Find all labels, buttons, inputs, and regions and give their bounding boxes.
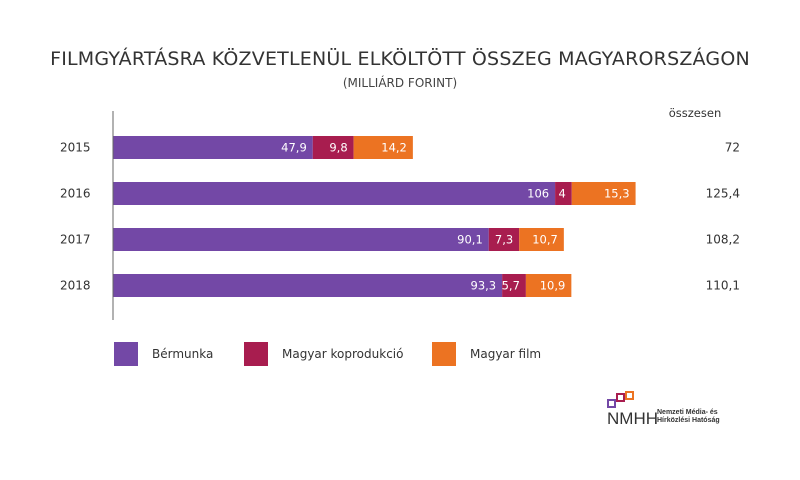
data-label-magyar-film-2017: 10,7 <box>532 233 558 247</box>
bar-magyar-film-2018 <box>525 274 572 297</box>
bar-koprodukcio-2018 <box>502 274 526 297</box>
total-column-header: összesen <box>669 106 722 120</box>
legend-label-bermunka: Bérmunka <box>152 347 214 361</box>
legend-swatch-koprodukcio <box>244 342 268 366</box>
data-label-bermunka-2015: 47,9 <box>281 141 307 155</box>
chart-title: FILMGYÁRTÁSRA KÖZVETLENÜL ELKÖLTÖTT ÖSSZ… <box>50 48 750 70</box>
category-label-2017: 2017 <box>60 233 91 247</box>
legend-item-bermunka: Bérmunka <box>114 342 213 366</box>
legend-item-koprodukcio: Magyar koprodukció <box>244 342 403 366</box>
nmhh-logo: NMHH Nemzeti Média- és Hírközlési Hatósá… <box>607 391 757 431</box>
legend-item-magyar-film: Magyar film <box>432 342 541 366</box>
chart-subtitle: (MILLIÁRD FORINT) <box>342 76 458 90</box>
bar-koprodukcio-2017 <box>488 228 520 251</box>
legend-swatch-magyar-film <box>432 342 456 366</box>
total-label-2016: 125,4 <box>706 187 740 201</box>
bar-bermunka-2018 <box>113 274 503 297</box>
legend-label-magyar-film: Magyar film <box>470 347 542 361</box>
legend: Bérmunka Magyar koprodukció Magyar film <box>0 342 800 368</box>
legend-swatch-bermunka <box>114 342 138 366</box>
data-label-magyar-film-2018: 10,9 <box>540 279 566 293</box>
bar-koprodukcio-2015 <box>312 136 354 159</box>
data-label-koprodukcio-2015: 9,8 <box>329 141 347 155</box>
data-label-bermunka-2018: 93,3 <box>471 279 497 293</box>
total-label-2018: 110,1 <box>706 279 740 293</box>
bar-magyar-film-2016 <box>571 182 636 205</box>
total-label-2017: 108,2 <box>706 233 740 247</box>
bar-bermunka-2015 <box>113 136 313 159</box>
nmhh-logo-text: Nemzeti Média- és Hírközlési Hatóság <box>657 409 720 425</box>
nmhh-logo-line2: Hírközlési Hatóság <box>657 417 720 424</box>
bar-magyar-film-2015 <box>353 136 413 159</box>
data-label-bermunka-2016: 106 <box>527 187 549 201</box>
data-label-koprodukcio-2016: 4 <box>558 187 565 201</box>
bar-koprodukcio-2016 <box>555 182 572 205</box>
bar-bermunka-2016 <box>113 182 556 205</box>
nmhh-logo-abbr: NMHH <box>607 409 657 428</box>
data-label-magyar-film-2015: 14,2 <box>381 141 407 155</box>
bar-magyar-film-2017 <box>519 228 564 251</box>
nmhh-logo-line1: Nemzeti Média- és <box>657 409 718 416</box>
category-label-2015: 2015 <box>60 141 91 155</box>
category-label-2016: 2016 <box>60 187 91 201</box>
data-label-koprodukcio-2017: 7,3 <box>495 233 513 247</box>
data-label-bermunka-2017: 90,1 <box>457 233 483 247</box>
category-label-2018: 2018 <box>60 279 91 293</box>
nmhh-logo-mark-icon: NMHH <box>607 391 657 428</box>
total-label-2015: 72 <box>725 141 740 155</box>
legend-label-koprodukcio: Magyar koprodukció <box>282 347 404 361</box>
bar-bermunka-2017 <box>113 228 489 251</box>
data-label-koprodukcio-2018: 5,7 <box>502 279 520 293</box>
data-label-magyar-film-2016: 15,3 <box>604 187 630 201</box>
